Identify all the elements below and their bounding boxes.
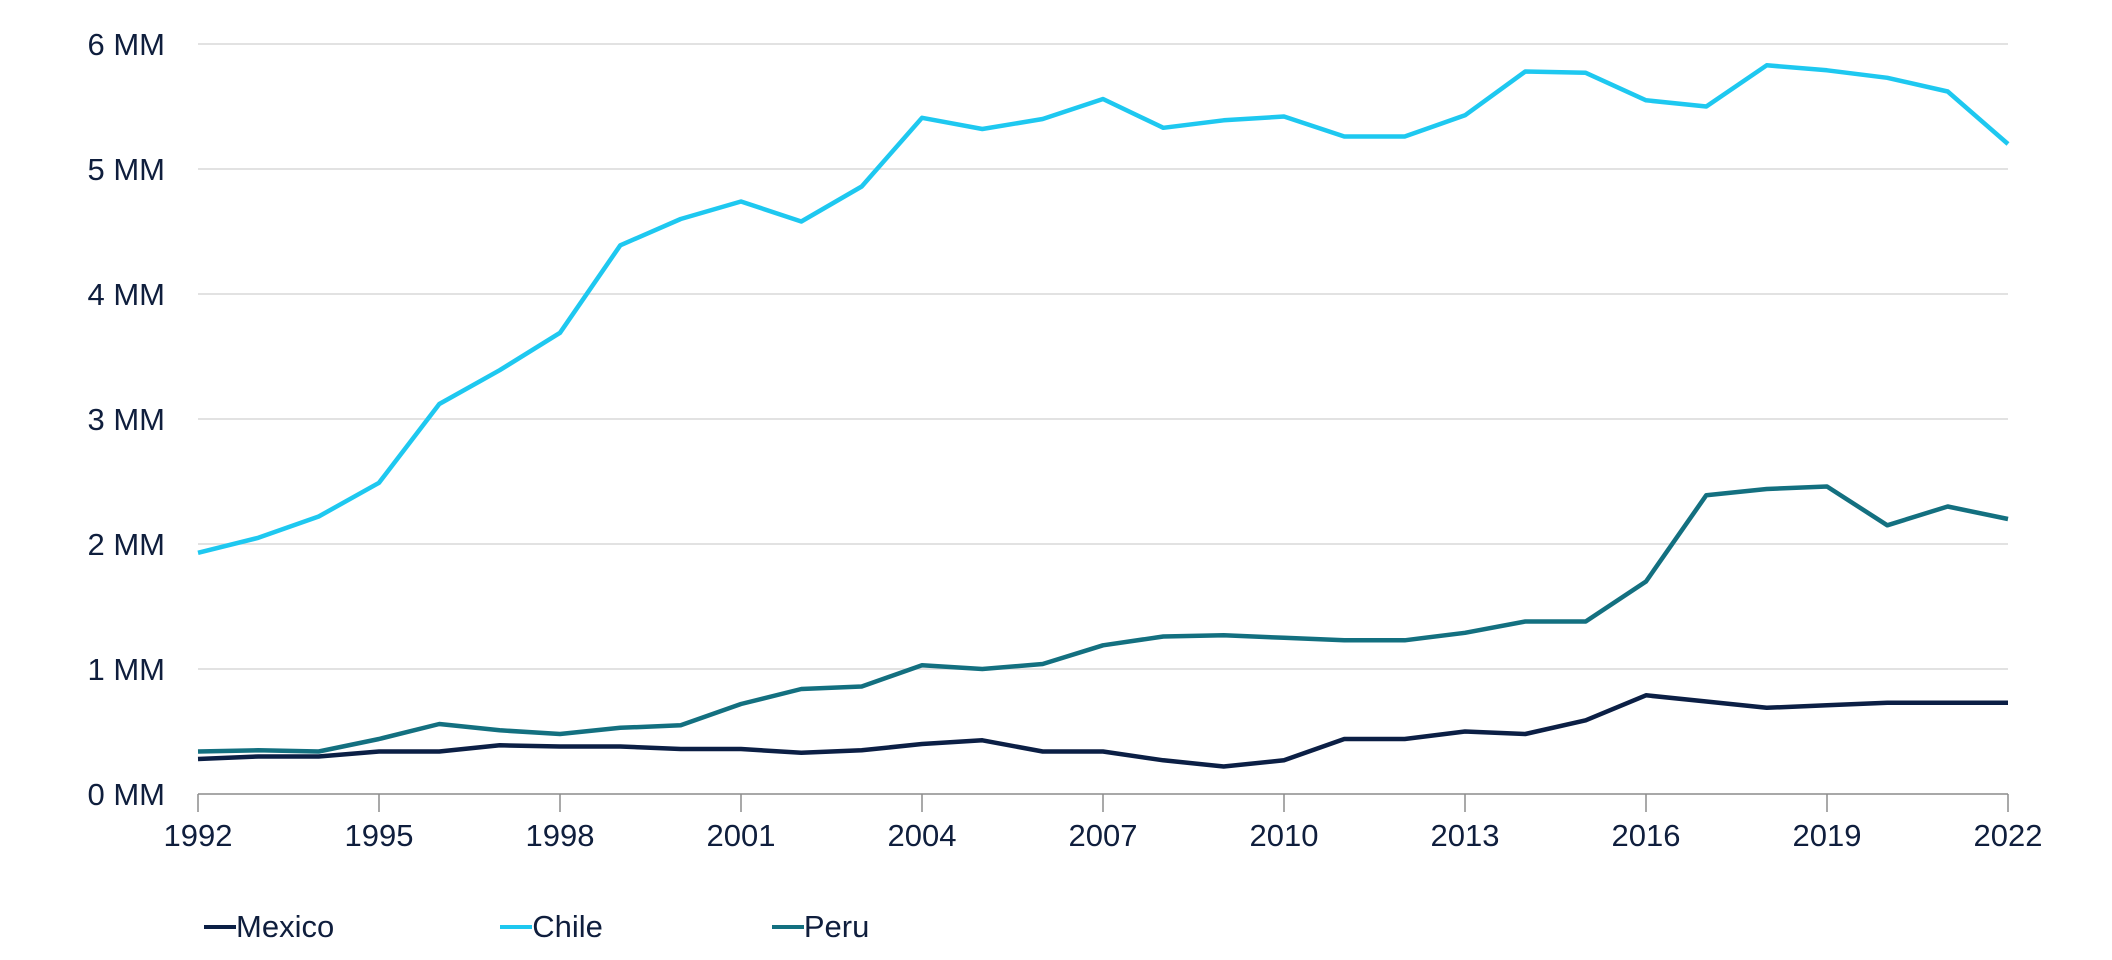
y-tick-label: 6 MM — [88, 27, 166, 62]
y-tick-label: 4 MM — [88, 277, 166, 312]
y-tick-label: 3 MM — [88, 402, 166, 437]
x-tick-label: 2007 — [1069, 818, 1138, 853]
x-tick-label: 2004 — [888, 818, 957, 853]
x-tick-label: 1995 — [345, 818, 414, 853]
x-tick-label: 1992 — [164, 818, 233, 853]
x-tick-label: 2010 — [1250, 818, 1319, 853]
legend-label: Mexico — [236, 909, 335, 944]
x-tick-label: 1998 — [526, 818, 595, 853]
x-tick-label: 2013 — [1431, 818, 1500, 853]
legend-label: Chile — [532, 909, 603, 944]
x-tick-label: 2019 — [1793, 818, 1862, 853]
legend-item-peru: Peru — [771, 909, 870, 945]
legend-swatch — [771, 925, 804, 929]
series-line-peru — [197, 484, 2009, 754]
x-axis: 1992 1995 1998 2001 2004 2007 2010 2013 2016 2019… — [164, 793, 2043, 853]
legend-label: Peru — [803, 909, 870, 944]
y-axis: 0 MM 1 MM 2 MM 3 MM 4 MM 5 MM 6 MM — [88, 27, 166, 812]
y-tick-label: 5 MM — [88, 152, 166, 187]
y-tick-label: 1 MM — [88, 652, 166, 687]
y-tick-label: 2 MM — [88, 527, 166, 562]
legend-item-mexico: Mexico — [204, 909, 334, 945]
legend: Mexico Chile Peru — [204, 905, 869, 949]
series-line-chile — [197, 63, 2010, 555]
legend-swatch — [204, 925, 236, 929]
legend-item-chile: Chile — [500, 909, 603, 945]
gridlines — [198, 43, 2008, 670]
x-tick-label: 2001 — [707, 818, 776, 853]
x-tick-label: 2016 — [1612, 818, 1681, 853]
series-line-mexico — [197, 693, 2008, 769]
y-tick-label: 0 MM — [88, 777, 166, 812]
x-tick-label: 2022 — [1974, 818, 2043, 853]
legend-swatch — [500, 925, 533, 929]
series-lines — [197, 63, 2010, 769]
